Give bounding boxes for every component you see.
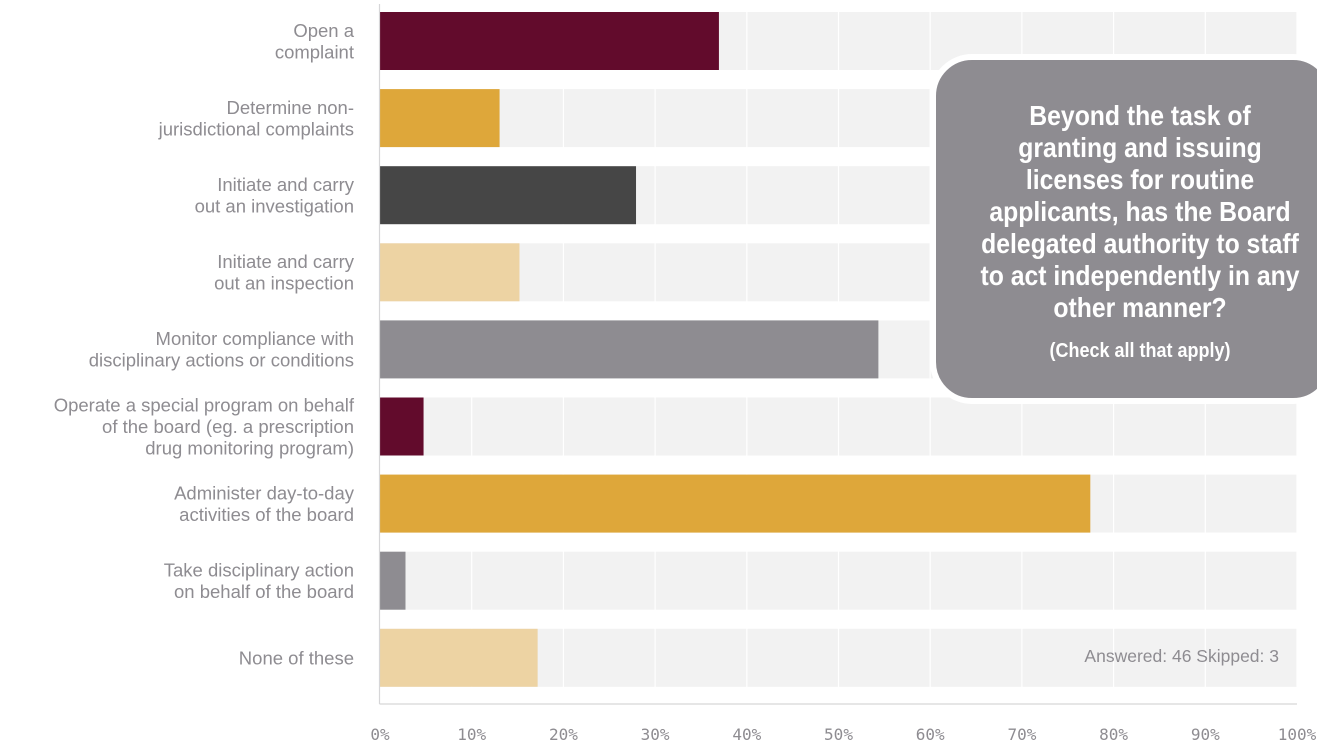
bar [380, 551, 406, 610]
x-tick-label: 20% [549, 725, 578, 744]
x-tick-label: 50% [824, 725, 853, 744]
x-tick-label: 10% [457, 725, 486, 744]
x-tick-label: 40% [732, 725, 761, 744]
category-label: Open a complaint [275, 20, 355, 63]
category-label: None of these [239, 647, 354, 668]
x-tick-label: 70% [1007, 725, 1036, 744]
answered-skipped-count: Answered: 46 Skipped: 3 [1084, 646, 1279, 666]
question-text: Beyond the task of granting and issuing … [980, 100, 1300, 323]
bar [380, 166, 637, 225]
x-tick-label: 100% [1278, 725, 1317, 744]
category-label: Monitor compliance with disciplinary acti… [89, 328, 354, 371]
category-label: Administer day-to-day activities of the b… [174, 482, 355, 524]
category-label: Operate a special program on behalf of th… [54, 395, 355, 459]
bar [380, 89, 500, 148]
category-label: Initiate and carry out an investigation [195, 174, 355, 217]
category-label: Initiate and carry out an inspection [214, 251, 355, 294]
question-callout: Beyond the task of granting and issuing … [930, 54, 1317, 404]
x-tick-label: 0% [370, 725, 390, 744]
x-tick-label: 60% [916, 725, 945, 744]
x-tick-label: 80% [1099, 725, 1128, 744]
bar [380, 243, 520, 302]
x-tick-labels: 0% 10% 20% 30% 40% 50% 60% 70% 80% 90% 100% [370, 725, 1316, 744]
bar [380, 12, 719, 70]
bar [380, 320, 879, 379]
question-instruction: (Check all that apply) [1049, 340, 1231, 362]
x-tick-label: 90% [1191, 725, 1220, 744]
x-tick-label: 30% [641, 725, 670, 744]
category-labels: Open a complaint Determine non-jurisdictio… [54, 20, 355, 669]
bar [380, 397, 424, 456]
bars [380, 12, 1091, 687]
category-label: Determine non-jurisdictional complaints [158, 97, 354, 140]
bar [380, 628, 538, 687]
axis-lines [378, 4, 1297, 705]
bar [380, 474, 1091, 533]
category-label: Take disciplinary action on behalf of the… [164, 559, 354, 602]
